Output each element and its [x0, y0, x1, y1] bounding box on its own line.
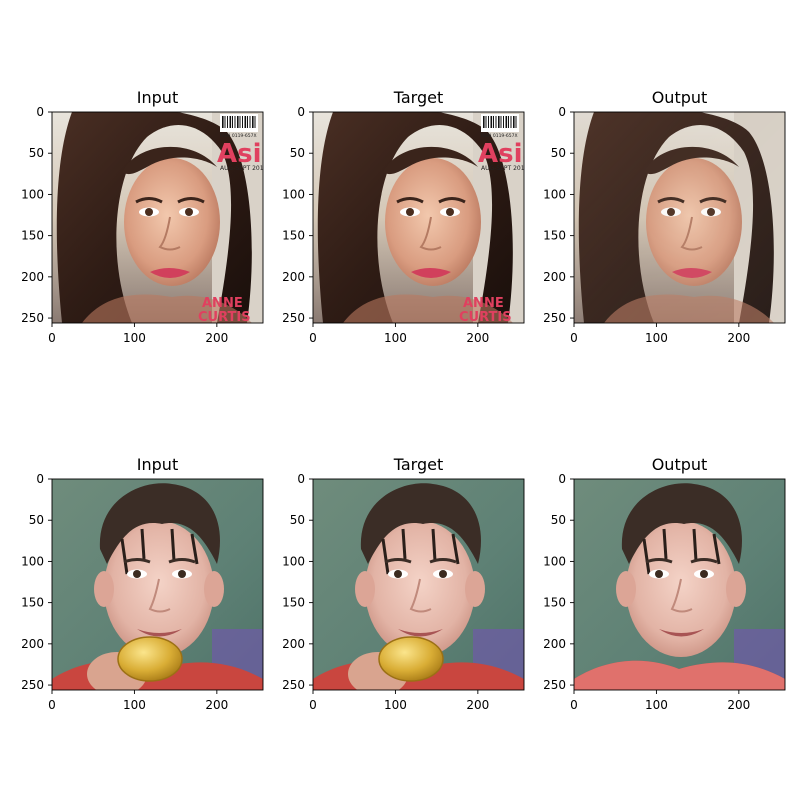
- x-tick-label: 200: [205, 698, 228, 712]
- x-tick-label: 0: [309, 331, 317, 345]
- x-tick-label: 0: [48, 331, 56, 345]
- cover-name-last: CURTIS: [459, 310, 512, 325]
- x-tick-label: 200: [727, 331, 750, 345]
- gold-medal: [117, 636, 183, 682]
- x-tick-label: 200: [205, 331, 228, 345]
- panel-image: [52, 479, 263, 690]
- panel-input-row-2: Input 0 100 200 0 50 100 150 200 250: [21, 455, 264, 712]
- axes-frame: [312, 111, 525, 324]
- x-tick-label: 200: [466, 698, 489, 712]
- gold-medal: [378, 636, 444, 682]
- y-tick-label: 150: [21, 229, 44, 243]
- y-tick-label: 50: [29, 146, 44, 160]
- y-tick-label: 200: [21, 270, 44, 284]
- y-tick-label: 250: [543, 311, 566, 325]
- x-tick-label: 100: [384, 331, 407, 345]
- y-tick-label: 150: [543, 596, 566, 610]
- panel-target-row-2: Target 0 100 200 0 50 100 150 200 250: [282, 455, 525, 712]
- y-tick-label: 0: [558, 105, 566, 119]
- axes-frame: [573, 478, 786, 691]
- x-tick-label: 100: [123, 698, 146, 712]
- y-tick-label: 150: [282, 229, 305, 243]
- y-tick-label: 0: [297, 472, 305, 486]
- y-tick-label: 50: [290, 146, 305, 160]
- y-tick-label: 200: [282, 270, 305, 284]
- y-tick-label: 150: [21, 596, 44, 610]
- y-tick-label: 200: [543, 270, 566, 284]
- panel-image: [313, 479, 524, 690]
- x-tick-label: 100: [384, 698, 407, 712]
- magazine-issue-text: AUG-SEPT 2011: [481, 165, 529, 172]
- y-tick-label: 50: [29, 513, 44, 527]
- axes-frame: [573, 111, 786, 324]
- y-tick-label: 250: [282, 311, 305, 325]
- y-tick-label: 150: [282, 596, 305, 610]
- cover-name-first: ANNE: [463, 296, 504, 311]
- x-tick-label: 0: [570, 698, 578, 712]
- cover-name-first: ANNE: [202, 296, 243, 311]
- panel-output-row-2: Output 0 100 200 0 50 100 150 200 250: [543, 455, 786, 712]
- y-tick-label: 100: [543, 554, 566, 568]
- magazine-title-text: Asia: [478, 139, 540, 169]
- y-tick-label: 250: [21, 678, 44, 692]
- y-tick-label: 0: [36, 472, 44, 486]
- y-tick-label: 50: [551, 146, 566, 160]
- panel-title: Target: [393, 455, 444, 474]
- cover-name-last: CURTIS: [198, 310, 251, 325]
- y-tick-label: 0: [36, 105, 44, 119]
- axes-frame: [312, 478, 525, 691]
- y-tick-label: 250: [21, 311, 44, 325]
- panel-image: [574, 479, 785, 690]
- axes-frame: [51, 111, 264, 324]
- y-tick-label: 100: [282, 554, 305, 568]
- magazine-issue-text: AUG-SEPT 2011: [220, 165, 268, 172]
- y-tick-label: 0: [558, 472, 566, 486]
- magazine-issn-text: ISSN 0119-657X: [481, 133, 518, 139]
- y-tick-label: 0: [297, 105, 305, 119]
- y-tick-label: 100: [543, 187, 566, 201]
- magazine-issn-text: ISSN 0119-657X: [220, 133, 257, 139]
- axes-frame: [51, 478, 264, 691]
- y-tick-label: 200: [543, 637, 566, 651]
- panel-title: Input: [137, 88, 178, 107]
- x-tick-label: 200: [727, 698, 750, 712]
- panel-title: Output: [652, 88, 708, 107]
- x-tick-label: 0: [309, 698, 317, 712]
- x-tick-label: 100: [645, 698, 668, 712]
- panel-title: Target: [393, 88, 444, 107]
- panel-title: Output: [652, 455, 708, 474]
- x-tick-label: 0: [48, 698, 56, 712]
- y-tick-label: 250: [282, 678, 305, 692]
- y-tick-label: 100: [282, 187, 305, 201]
- magazine-title-text: Asia: [217, 139, 279, 169]
- y-tick-label: 200: [282, 637, 305, 651]
- panel-title: Input: [137, 455, 178, 474]
- x-tick-label: 100: [645, 331, 668, 345]
- x-tick-label: 200: [466, 331, 489, 345]
- x-tick-label: 100: [123, 331, 146, 345]
- panel-image: [574, 112, 785, 323]
- y-tick-label: 200: [21, 637, 44, 651]
- y-tick-label: 250: [543, 678, 566, 692]
- y-tick-label: 50: [551, 513, 566, 527]
- panel-output-row-1: Output 0 100 200 0 50 100 150 200 250: [543, 88, 786, 345]
- x-tick-label: 0: [570, 331, 578, 345]
- y-tick-label: 50: [290, 513, 305, 527]
- y-tick-label: 100: [21, 187, 44, 201]
- y-tick-label: 150: [543, 229, 566, 243]
- y-tick-label: 100: [21, 554, 44, 568]
